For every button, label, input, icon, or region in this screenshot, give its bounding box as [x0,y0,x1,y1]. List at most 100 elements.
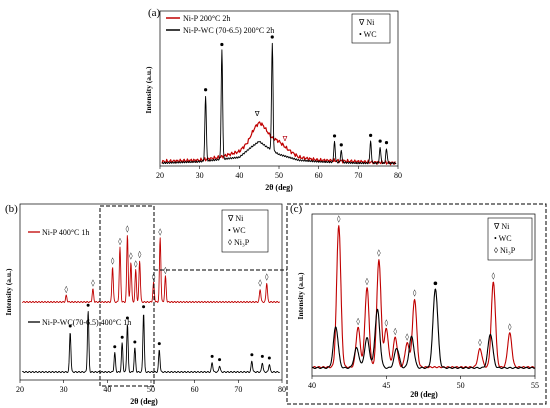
ni3p-peak-marker: ◊ [394,327,398,335]
panel-c-ylabel: Intensity (a.u.) [296,272,305,319]
wc-peak-dot [270,35,274,39]
wc-peak-dot [210,354,214,358]
wc-peak-dot [433,281,438,286]
x-tick-label: 55 [531,381,539,390]
x-tick-label: 40 [103,385,111,394]
ni3p-peak-marker: ◊ [356,317,360,325]
panel-b-xticks: 20 30 40 50 60 70 80 [16,380,286,394]
legend-b-ni3p: ◊ Ni₃P [228,238,250,247]
panel-a-legend: Ni-P 200°C 2h Ni-P-WC (70-6.5) 200°C 2h [166,14,274,35]
panel-b-zoom-box [99,205,155,387]
ni3p-peak-marker: ◊ [111,257,115,265]
legend-a-wc: • WC [359,30,377,39]
wc-peak-dot [68,324,72,328]
x-tick-label: 50 [275,171,283,180]
legend-b-nipwc: Ni-P-WC(70-6.5) 400°C 1h [42,318,131,327]
ni3p-peak-marker: ◊ [258,279,262,287]
ni3p-peak-marker: ◊ [91,279,95,287]
series-a-nip-line [161,121,396,166]
wc-peak-dot [369,133,373,137]
wc-peak-dot [218,358,222,362]
x-tick-label: 20 [16,385,24,394]
wc-peak-dot [142,305,146,309]
wc-peak-dot [86,303,90,307]
ni3p-peak-marker: ◊ [508,323,512,331]
ni3p-peak-marker: ◊ [118,238,122,246]
legend-a-ni: ∇ Ni [358,18,375,27]
panel-a-peak-markers: ∇∇ [204,35,389,147]
x-tick-label: 50 [147,385,155,394]
ni3p-peak-marker: ◊ [152,273,156,281]
panel-c-curves [311,225,535,369]
ni-peak-marker: ∇ [282,135,288,143]
wc-peak-dot [220,42,224,47]
wc-peak-dot [120,335,124,339]
wc-peak-dot [113,345,117,349]
wc-peak-dot [250,353,254,357]
panel-a-phase-box [351,13,391,44]
series-c-nipwc-line [311,288,535,369]
ni3p-peak-marker: ◊ [405,333,409,341]
legend-c-ni: ∇ Ni [493,222,510,231]
panel-a-phase-legend: ∇ Ni • WC [351,13,391,44]
x-tick-label: 45 [382,381,390,390]
legend-b-ni: ∇ Ni [227,214,244,223]
wc-peak-dot [267,356,271,360]
ni3p-peak-marker: ◊ [365,278,369,286]
legend-c-ni3p: ◊ Ni₃P [494,246,516,255]
x-tick-label: 70 [234,385,242,394]
x-tick-label: 70 [354,171,362,180]
x-tick-label: 80 [278,385,286,394]
ni3p-peak-marker: ◊ [164,266,168,274]
panel-a-label: (a) [148,7,161,19]
wc-peak-dot [204,88,208,92]
ni3p-peak-marker: ◊ [413,289,417,297]
x-tick-label: 40 [308,381,316,390]
ni3p-peak-marker: ◊ [265,273,269,281]
panel-c-frame [311,213,536,377]
panel-b-label: (b) [5,203,18,215]
panel-b-phase-box [221,209,269,253]
legend-a-nip: Ni-P 200°C 2h [183,14,230,23]
panel-a-curves [161,42,397,166]
ni3p-peak-marker: ◊ [377,249,381,257]
ni3p-peak-marker: ◊ [492,272,496,280]
wc-peak-dot [332,134,337,138]
wc-peak-dot [133,340,137,344]
ni3p-peak-marker: ◊ [385,319,389,327]
legend-b-nip: Ni-P 400°C 1h [42,228,89,237]
ni3p-peak-marker: ◊ [337,215,341,223]
ni3p-peak-marker: ◊ [134,260,138,268]
ni3p-peak-marker: ◊ [129,252,133,260]
legend-b-wc: • WC [228,226,246,235]
panel-b-curves [21,235,280,374]
panel-b-ylabel: Intensity (a.u.) [4,268,13,315]
wc-peak-dot [125,316,129,320]
x-tick-label: 30 [196,171,204,180]
panel-c-phase-legend: ∇ Ni • WC ◊ Ni₃P [487,217,533,261]
x-tick-label: 30 [60,385,68,394]
panel-c-peak-markers: ◊ ◊ ◊ ◊ ◊ ◊ ◊ ◊ ◊ ◊ ◊ [337,215,512,347]
panel-b-peak-markers: ◊◊◊◊◊◊◊◊◊◊◊◊◊ [65,225,271,362]
x-tick-label: 20 [156,171,164,180]
x-tick-label: 40 [235,171,243,180]
legend-a-nipwc: Ni-P-WC (70-6.5) 200°C 2h [183,26,274,35]
legend-c-wc: • WC [494,234,512,243]
panel-c-dashed-frame [286,203,547,405]
x-tick-label: 60 [315,171,323,180]
series-a-nipwc-line [161,42,397,165]
ni3p-peak-marker: ◊ [138,250,142,258]
wc-peak-dot [260,354,264,358]
panel-c-xlabel: 2θ (deg) [410,390,438,399]
ni3p-peak-marker: ◊ [478,339,482,347]
series-b-nipwc-line [21,311,280,374]
ni3p-peak-marker: ◊ [126,225,130,233]
wc-peak-dot [157,342,161,346]
panel-b-series-labels: Ni-P 400°C 1h Ni-P-WC(70-6.5) 400°C 1h [28,228,131,327]
wc-peak-dot [378,139,382,143]
ni-peak-marker: ∇ [254,110,260,118]
panel-a-xticks: 20 30 40 50 60 70 80 [156,166,402,180]
panel-a-ylabel: Intensity (a.u.) [144,66,153,113]
panel-b-xlabel: 2θ (deg) [130,397,158,406]
